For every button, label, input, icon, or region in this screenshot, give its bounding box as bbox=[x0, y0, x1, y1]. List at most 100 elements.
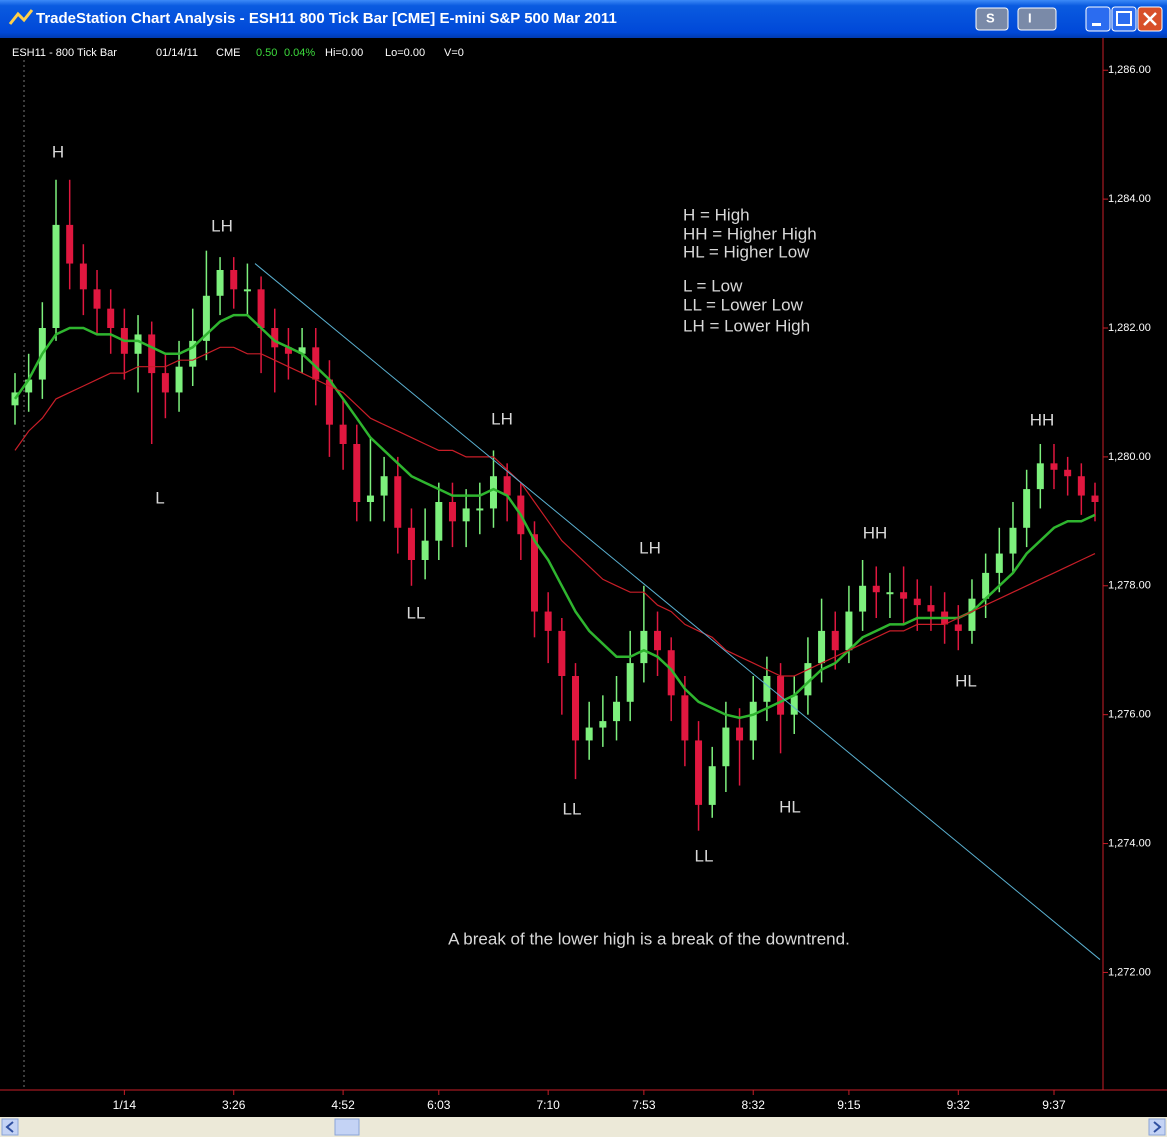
i-button-label[interactable]: I bbox=[1028, 10, 1032, 25]
s-button[interactable] bbox=[975, 7, 1009, 31]
candle-body bbox=[804, 663, 812, 696]
candle-body bbox=[708, 766, 716, 805]
scroll-right[interactable] bbox=[1148, 1118, 1166, 1136]
candle-body bbox=[175, 366, 183, 393]
scroll-thumb[interactable] bbox=[334, 1118, 360, 1136]
scroll-left[interactable] bbox=[1, 1118, 19, 1136]
plot: ESH11 - 800 Tick Bar 01/14/11 CME 0.50 0.04%… bbox=[11, 47, 1151, 1112]
candle-body bbox=[407, 527, 415, 560]
s-button-label[interactable]: S bbox=[986, 10, 995, 25]
candle-body bbox=[312, 347, 320, 380]
candle-body bbox=[736, 727, 744, 741]
status-text: 0.04% bbox=[284, 47, 315, 59]
y-tick-label: 1,272.00 bbox=[1108, 966, 1151, 978]
candle-body bbox=[640, 630, 648, 664]
candle-body bbox=[613, 701, 621, 722]
pivot-label: HH bbox=[863, 523, 888, 542]
pivot-label: LL bbox=[695, 846, 714, 865]
status-text: 01/14/11 bbox=[156, 47, 198, 59]
scroll-left-icon bbox=[5, 1121, 14, 1133]
status-text: CME bbox=[216, 47, 240, 59]
candle-body bbox=[1023, 489, 1031, 528]
candle-body bbox=[202, 295, 210, 341]
candle-body bbox=[790, 695, 798, 715]
y-tick-label: 1,286.00 bbox=[1108, 64, 1151, 76]
moving-average bbox=[13, 313, 1096, 720]
candle-body bbox=[476, 508, 484, 511]
candle-body bbox=[52, 224, 60, 328]
moving-average bbox=[14, 346, 1096, 677]
candle-body bbox=[435, 502, 443, 541]
candle-body bbox=[380, 476, 388, 496]
legend-text: HH = Higher High bbox=[683, 224, 817, 243]
x-tick-label: 7:10 bbox=[536, 1098, 560, 1112]
x-tick-label: 8:32 bbox=[742, 1098, 766, 1112]
legend-text: HL = Higher Low bbox=[683, 242, 810, 261]
candle-body bbox=[243, 289, 251, 292]
candle-body bbox=[394, 476, 402, 528]
window-title: TradeStation Chart Analysis - ESH11 800 … bbox=[36, 10, 617, 27]
candle-body bbox=[900, 592, 908, 599]
candle-body bbox=[763, 676, 771, 702]
candle-body bbox=[366, 495, 374, 502]
candle-body bbox=[271, 328, 279, 348]
candle-body bbox=[626, 663, 634, 702]
pivot-label: LH bbox=[211, 216, 233, 235]
candle-body bbox=[859, 585, 867, 612]
candle-body bbox=[1050, 463, 1058, 470]
candle-body bbox=[667, 650, 675, 696]
candle-body bbox=[462, 508, 470, 522]
candle-body bbox=[681, 695, 689, 741]
candle-body bbox=[161, 373, 169, 393]
status-text: Lo=0.00 bbox=[385, 47, 425, 59]
title-bar bbox=[0, 0, 1167, 38]
minimize-button[interactable] bbox=[1085, 6, 1111, 32]
candle-body bbox=[777, 676, 785, 715]
candle-body bbox=[489, 476, 497, 509]
candle-body bbox=[544, 611, 552, 631]
i-button[interactable] bbox=[1017, 7, 1057, 31]
pivot-label: HH bbox=[1030, 410, 1055, 429]
candle-body bbox=[818, 630, 826, 664]
candle-body bbox=[25, 379, 33, 393]
y-tick-label: 1,284.00 bbox=[1108, 193, 1151, 205]
maximize-button[interactable] bbox=[1111, 6, 1137, 32]
maximize-icon bbox=[1116, 11, 1132, 26]
candle-body bbox=[572, 676, 580, 741]
candle-body bbox=[585, 727, 593, 741]
x-tick-label: 3:26 bbox=[222, 1098, 246, 1112]
candle-body bbox=[558, 630, 566, 676]
x-tick-label: 6:03 bbox=[427, 1098, 451, 1112]
candle-body bbox=[831, 630, 839, 651]
candle-body bbox=[284, 347, 292, 354]
legend-text: L = Low bbox=[683, 276, 743, 295]
candle-body bbox=[216, 270, 224, 296]
candle-body bbox=[339, 424, 347, 444]
y-tick-label: 1,274.00 bbox=[1108, 837, 1151, 849]
candle-body bbox=[599, 721, 607, 728]
candle-body bbox=[722, 727, 730, 767]
scroll-right-icon bbox=[1153, 1121, 1162, 1133]
x-tick-label: 9:15 bbox=[837, 1098, 861, 1112]
status-text: 0.50 bbox=[256, 47, 277, 59]
candle-body bbox=[79, 263, 87, 290]
candle-body bbox=[448, 502, 456, 522]
candle-body bbox=[654, 630, 662, 651]
candle-body bbox=[66, 224, 74, 264]
candle-body bbox=[189, 340, 197, 367]
x-tick-label: 9:37 bbox=[1042, 1098, 1066, 1112]
candle-body bbox=[845, 611, 853, 651]
pivot-label: LL bbox=[563, 799, 582, 818]
scrollbar[interactable] bbox=[0, 1117, 1167, 1137]
pivot-label: LH bbox=[639, 538, 661, 557]
candle-body bbox=[749, 701, 757, 741]
candle-body bbox=[1036, 463, 1044, 490]
legend-text: LH = Lower High bbox=[683, 316, 810, 335]
candle-body bbox=[107, 308, 115, 328]
legend-text: LL = Lower Low bbox=[683, 295, 804, 314]
status-text: Hi=0.00 bbox=[325, 47, 363, 59]
status-text: ESH11 - 800 Tick Bar bbox=[12, 47, 117, 59]
candle-body bbox=[503, 476, 511, 496]
